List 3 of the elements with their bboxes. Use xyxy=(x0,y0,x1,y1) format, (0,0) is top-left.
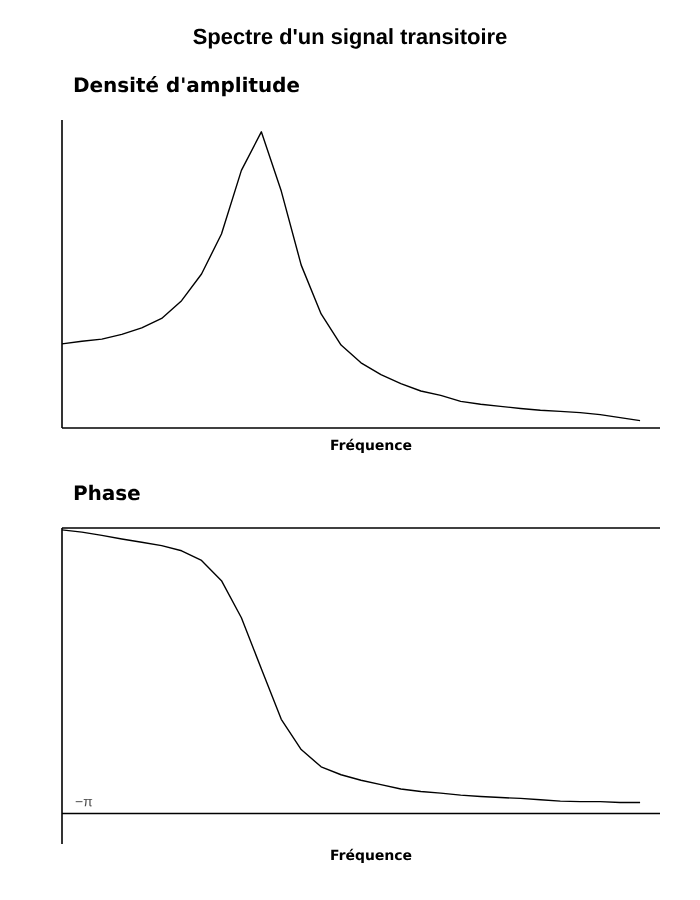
chart-title: Spectre d'un signal transitoire xyxy=(193,28,507,49)
y-axis-title: Densité d'amplitude xyxy=(74,76,299,97)
y-axis-title: Phase xyxy=(74,484,140,501)
